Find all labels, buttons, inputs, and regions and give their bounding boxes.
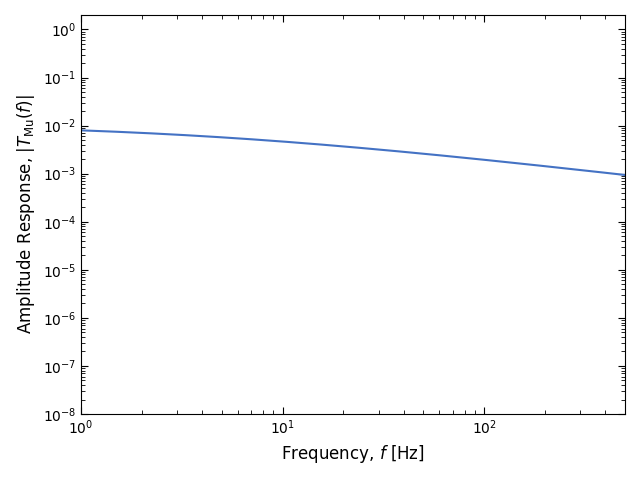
Y-axis label: Amplitude Response, $|T_{\mathrm{Mu}}(f)|$: Amplitude Response, $|T_{\mathrm{Mu}}(f)… <box>15 95 37 334</box>
X-axis label: Frequency, $f$ [Hz]: Frequency, $f$ [Hz] <box>281 443 425 465</box>
